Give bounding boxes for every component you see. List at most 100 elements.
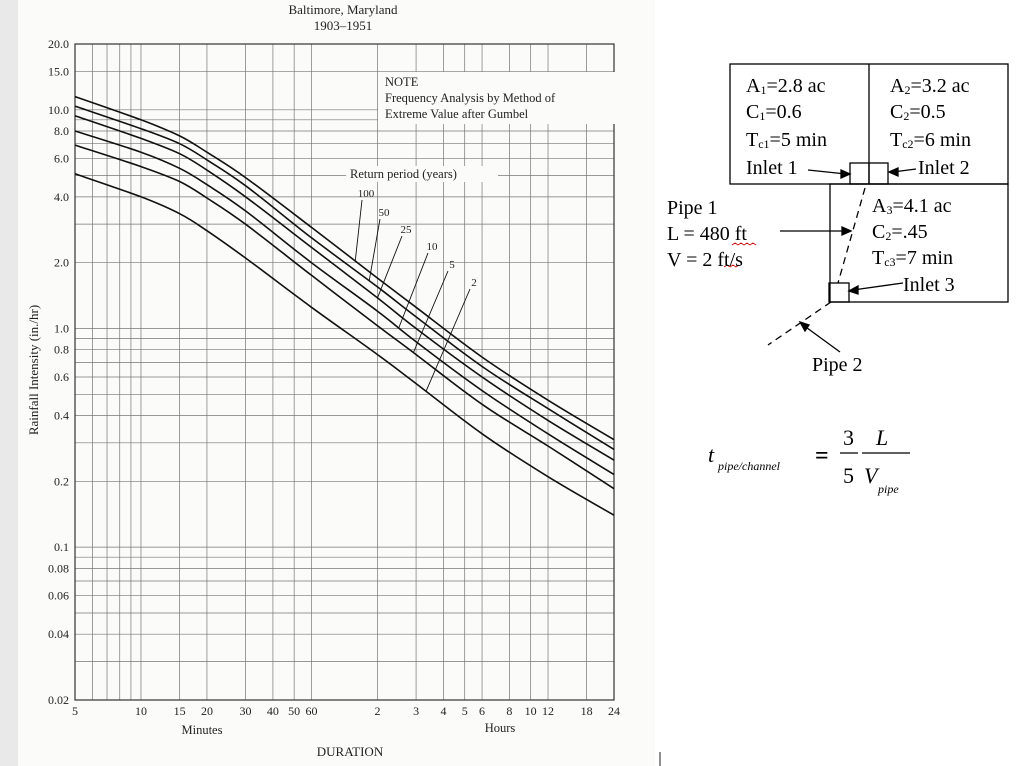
series-line-100 — [74, 95, 615, 441]
y-tick-label: 0.04 — [48, 627, 69, 641]
legend-leader-10 — [398, 252, 429, 329]
y-tick-label: 4.0 — [54, 190, 69, 204]
area-3-box — [829, 183, 1009, 303]
y-tick-label: 0.6 — [54, 370, 69, 384]
x-tick-label: 5 — [462, 704, 468, 718]
chart-subtitle: 1903–1951 — [314, 18, 373, 33]
y-tick-label: 20.0 — [48, 37, 69, 51]
formula-V: V — [864, 463, 880, 488]
inlet-3-arrow — [852, 282, 904, 291]
pipe-labels: Pipe 1 L = 480 ft V = 2 ft/s Pipe 2 — [667, 197, 863, 376]
series-line-5 — [74, 144, 615, 490]
drainage-diagram — [723, 63, 1009, 353]
pipe-1-length: L = 480 ft — [667, 223, 747, 245]
legend-label-50: 50 — [379, 207, 391, 219]
legend-leader-5 — [412, 270, 449, 353]
pipe-2-name: Pipe 2 — [812, 354, 863, 376]
area-1-line-3: Tc1=5 min — [746, 129, 827, 151]
pipe-1-line — [837, 187, 866, 284]
legend-leaders: 100 50 25 10 5 2 — [354, 188, 477, 392]
pipe-2-line — [767, 301, 832, 346]
legend-leader-25 — [377, 235, 403, 299]
x-tick-label: 10 — [135, 704, 147, 718]
series-line-50 — [74, 105, 615, 451]
x-label-minutes: Minutes — [182, 723, 223, 737]
inlet-2-label: Inlet 2 — [918, 157, 970, 179]
inlet-1-arrowhead — [840, 168, 852, 180]
legend-leader-100 — [354, 199, 363, 262]
series-line-25 — [74, 114, 615, 461]
legend-title: Return period (years) — [350, 167, 457, 181]
pipe-1-velocity: V = 2 ft/s — [667, 249, 743, 271]
x-tick-label: 60 — [306, 704, 318, 718]
area-3-labels: A3=4.1 ac C2=.45 Tc3=7 min Inlet 3 — [872, 195, 955, 296]
pipe-2-arrowhead — [798, 320, 811, 333]
area-2-line-1: A2=3.2 ac — [890, 75, 970, 97]
grid — [74, 43, 615, 701]
plot-frame — [74, 43, 615, 701]
chart-title: Baltimore, Maryland — [288, 2, 398, 17]
x-tick-label: 4 — [440, 704, 446, 718]
x-tick-label: 6 — [479, 704, 485, 718]
formula-denominator-5: 5 — [843, 463, 854, 488]
note-line-3: Extreme Value after Gumbel — [385, 107, 529, 121]
legend-label-2: 2 — [471, 277, 477, 289]
y-tick-label: 0.02 — [48, 693, 69, 707]
area-3-line-3: Tc3=7 min — [872, 247, 953, 269]
area-1-line-2: C1=0.6 — [746, 101, 802, 123]
formula-V-subscript: pipe — [877, 482, 899, 496]
formula-L: L — [875, 425, 888, 450]
legend-leader-2 — [425, 288, 471, 392]
inlet-3-box — [828, 282, 850, 303]
x-tick-label: 2 — [374, 704, 380, 718]
x-tick-label: 18 — [581, 704, 593, 718]
x-tick-label: 3 — [413, 704, 419, 718]
legend-label-100: 100 — [358, 188, 375, 200]
x-tick-label: 15 — [174, 704, 186, 718]
formula-equals: = — [815, 443, 829, 469]
x-tick-label: 20 — [201, 704, 213, 718]
y-tick-label: 8.0 — [54, 124, 69, 138]
legend-label-25: 25 — [401, 224, 413, 236]
y-tick-label: 0.08 — [48, 561, 69, 575]
formula-t-subscript: pipe/channel — [717, 459, 781, 473]
inlet-2-arrowhead — [887, 166, 899, 178]
y-tick-label: 1.0 — [54, 321, 69, 335]
axis-ticks: 20.0 15.0 10.0 8.0 6.0 4.0 2.0 1.0 0.8 0.6 0.4 0.2 0… — [48, 37, 620, 718]
y-tick-label: 15.0 — [48, 64, 69, 78]
series-line-2 — [74, 173, 615, 516]
formula-t: t — [708, 442, 715, 467]
series-lines — [74, 95, 615, 516]
series-line-10 — [74, 130, 615, 476]
x-tick-label: 10 — [525, 704, 537, 718]
area-3-line-2: C2=.45 — [872, 221, 928, 243]
x-tick-label: 24 — [608, 704, 620, 718]
spellcheck-squiggle — [723, 264, 740, 268]
y-tick-label: 0.1 — [54, 540, 69, 554]
y-axis-label: Rainfall Intensity (in./hr) — [26, 305, 41, 435]
y-tick-label: 6.0 — [54, 151, 69, 165]
note-line-1: NOTE — [385, 75, 419, 89]
y-tick-label: 0.06 — [48, 589, 69, 603]
formula-numerator-3: 3 — [843, 425, 854, 450]
x-tick-label: 50 — [288, 704, 300, 718]
inlet-1-arrow — [807, 169, 847, 175]
legend-label-10: 10 — [427, 241, 439, 253]
x-tick-label: 30 — [240, 704, 252, 718]
y-tick-label: 2.0 — [54, 256, 69, 270]
legend-leader-50 — [368, 218, 381, 281]
inlet-3-arrowhead — [847, 284, 859, 295]
pipe-1-arrowhead — [841, 225, 853, 237]
x-tick-label: 40 — [267, 704, 279, 718]
area-3-line-1: A3=4.1 ac — [872, 195, 952, 217]
legend-label-5: 5 — [449, 259, 455, 271]
area-2-line-3: Tc2=6 min — [890, 129, 971, 151]
pipe-1-name: Pipe 1 — [667, 197, 718, 219]
spellcheck-squiggle — [731, 242, 757, 246]
pipe-2-arrow — [802, 324, 841, 353]
area-2-line-2: C2=0.5 — [890, 101, 946, 123]
scan-edge — [0, 0, 18, 766]
note-line-2: Frequency Analysis by Method of — [385, 91, 556, 105]
legend-title-background — [346, 166, 498, 182]
